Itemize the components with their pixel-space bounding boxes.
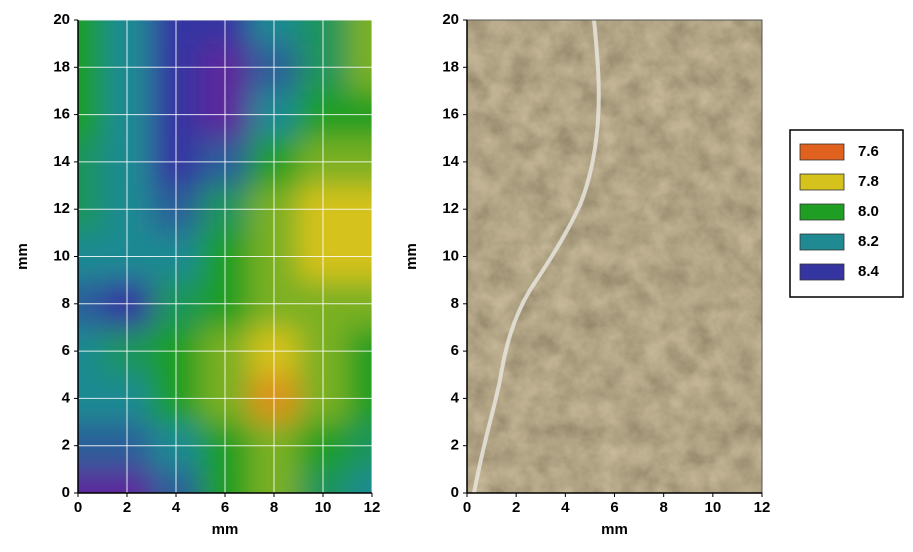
x-axis-label: mm [601,521,628,538]
legend-label: 8.2 [858,233,879,250]
y-tick-label: 18 [442,58,459,75]
y-tick-label: 10 [442,247,459,264]
x-tick-label: 8 [270,499,278,516]
y-axis-label: mm [14,243,31,270]
legend-swatch [799,233,845,251]
y-tick-label: 8 [451,295,459,312]
soil-photo [467,20,762,493]
y-tick-label: 16 [442,106,459,123]
y-tick-label: 14 [442,153,459,170]
heatmap-cell [347,469,372,493]
y-tick-label: 8 [62,295,70,312]
y-tick-label: 0 [62,484,70,501]
y-tick-label: 10 [53,247,70,264]
heatmap-cell [78,469,103,493]
legend-label: 7.8 [858,173,879,190]
y-axis-label: mm [403,243,420,270]
y-tick-label: 16 [53,106,70,123]
y-tick-label: 6 [62,342,70,359]
y-tick-label: 12 [53,200,70,217]
x-tick-label: 6 [610,499,618,516]
x-tick-label: 10 [315,499,332,516]
y-tick-label: 12 [442,200,459,217]
y-tick-label: 14 [53,153,70,170]
x-tick-label: 12 [364,499,381,516]
y-tick-label: 18 [53,58,70,75]
x-tick-label: 4 [172,499,181,516]
y-tick-label: 6 [451,342,459,359]
x-tick-label: 10 [704,499,721,516]
x-tick-label: 6 [221,499,229,516]
y-tick-label: 20 [442,11,459,28]
heatmap-cell [78,20,103,45]
y-tick-label: 4 [62,389,71,406]
x-axis-label: mm [212,521,239,538]
y-tick-label: 20 [53,11,70,28]
y-tick-label: 4 [451,389,460,406]
legend-label: 8.0 [858,203,879,220]
y-tick-label: 2 [451,437,459,454]
legend-swatch [799,143,845,161]
x-tick-label: 0 [74,499,82,516]
heatmap-cell [347,20,372,45]
x-tick-label: 8 [659,499,667,516]
x-tick-label: 0 [463,499,471,516]
x-tick-label: 12 [754,499,771,516]
y-tick-label: 2 [62,437,70,454]
heatmap-panel: 0 2 4 6 8 10 12 0 2 4 6 8 10 12 14 16 18 20 mm mm [14,11,381,538]
soil-tone [467,20,762,493]
root [472,20,601,493]
legend-swatch [799,173,845,191]
legend-swatch [799,263,845,281]
legend-swatch [799,203,845,221]
legend: 7.6 7.8 8.0 8.2 8.4 [789,129,904,298]
x-tick-label: 2 [512,499,520,516]
x-tick-label: 2 [123,499,131,516]
y-tick-label: 0 [451,484,459,501]
photo-panel: 0 2 4 6 8 10 12 0 2 4 6 8 10 12 14 16 18 20 mm mm [403,11,770,538]
legend-label: 8.4 [858,263,880,280]
legend-label: 7.6 [858,143,879,160]
x-tick-label: 4 [561,499,570,516]
